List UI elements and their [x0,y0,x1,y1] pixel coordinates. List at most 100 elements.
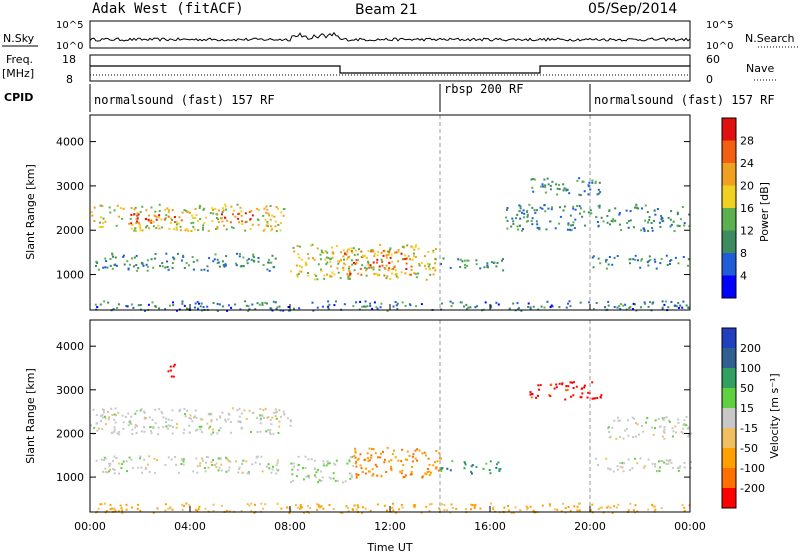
scatter-cell [129,217,132,220]
scatter-cell [609,223,611,226]
scatter-cell [572,387,575,389]
x-tick-label: 00:00 [74,520,106,533]
scatter-cell [387,253,390,256]
scatter-cell [211,207,214,210]
scatter-cell [677,224,680,227]
scatter-cell [268,214,271,217]
scatter-cell [130,207,133,209]
scatter-cell [290,270,292,273]
scatter-cell [320,269,323,272]
colorbar-tick: -50 [740,442,758,455]
scatter-cell [124,416,127,418]
scatter-cell [652,505,655,508]
scatter-cell [327,300,330,303]
scatter-cell [145,417,148,420]
scatter-cell [299,504,302,507]
scatter-cell [173,216,176,218]
scatter-cell [204,507,207,510]
scatter-cell [415,276,418,279]
scatter-cell [154,253,157,255]
scatter-cell [370,456,373,459]
scatter-cell [137,503,139,506]
scatter-cell [134,206,137,209]
scatter-cell [386,509,388,512]
scatter-cell [403,476,406,479]
scatter-cell [266,302,268,305]
colorbar-tick: 8 [740,247,747,260]
scatter-cell [395,275,398,278]
time-axis: 00:00 04:00 08:00 12:00 16:00 20:00 00:00 [74,304,706,533]
scatter-cell [315,274,318,277]
scatter-cell [197,307,199,310]
scatter-cell [532,177,535,180]
scatter-cell [222,209,225,212]
scatter-cell [133,213,136,216]
scatter-cell [594,180,597,183]
scatter-cell [400,460,403,463]
scatter-cell [539,206,542,209]
scatter-cell [635,435,637,438]
scatter-cell [219,457,222,460]
scatter-cell [564,389,567,392]
scatter-cell [404,305,407,307]
scatter-cell [107,462,110,465]
scatter-cell [216,227,219,230]
scatter-cell [668,263,671,265]
scatter-cell [598,181,601,184]
scatter-cell [348,248,351,251]
scatter-cell [393,449,395,452]
scatter-cell [614,219,617,222]
scatter-cell [371,249,374,252]
scatter-cell [531,206,534,209]
scatter-cell [126,260,129,263]
scatter-cell [320,470,323,473]
y-tick-label: 2000 [56,427,84,440]
scatter-cell [169,217,172,220]
scatter-cell [115,264,118,267]
scatter-cell [221,220,224,223]
scatter-cell [675,431,677,434]
scatter-cell [235,460,237,463]
scatter-cell [443,504,446,506]
scatter-cell [102,266,105,269]
scatter-cell [199,428,202,431]
scatter-cell [198,302,200,305]
scatter-cell [668,460,671,463]
scatter-cell [113,413,116,416]
scatter-cell [591,381,594,384]
scatter-cell [122,254,125,257]
scatter-cell [624,303,627,306]
scatter-cell [269,225,272,228]
scatter-cell [276,468,279,471]
scatter-cell [298,256,301,259]
scatter-cell [383,504,386,507]
scatter-cell [503,506,506,509]
scatter-cell [130,227,133,230]
scatter-cell [388,267,391,270]
scatter-cell [605,260,607,263]
scatter-cell [440,302,443,305]
scatter-cell [574,218,577,221]
scatter-cell [674,425,677,428]
scatter-cell [671,427,674,430]
scatter-cell [215,462,218,465]
scatter-cell [277,431,280,434]
cpid-segment-3: normalsound (fast) 157 RF [594,93,775,107]
scatter-cell [544,191,547,194]
scatter-cell [246,262,249,265]
scatter-cell [641,207,643,210]
scatter-cell [290,462,293,465]
scatter-cell [438,452,441,455]
scatter-cell [138,225,141,228]
scatter-cell [658,470,661,472]
scatter-cell [164,266,167,269]
scatter-cell [268,261,271,264]
scatter-cell [343,252,346,255]
scatter-cell [141,205,144,208]
scatter-cell [512,511,515,514]
scatter-cell [218,466,221,469]
scatter-cell [334,479,337,482]
scatter-cell [202,226,204,229]
scatter-cell [93,220,96,222]
scatter-cell [216,262,219,265]
